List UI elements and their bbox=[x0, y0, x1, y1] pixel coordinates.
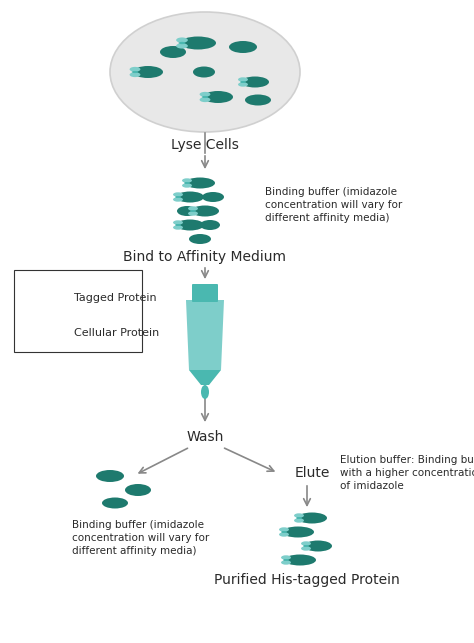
Ellipse shape bbox=[176, 37, 188, 42]
Ellipse shape bbox=[303, 545, 309, 547]
Ellipse shape bbox=[28, 291, 68, 305]
Ellipse shape bbox=[238, 82, 248, 87]
Ellipse shape bbox=[301, 547, 311, 550]
Ellipse shape bbox=[281, 560, 291, 565]
Ellipse shape bbox=[125, 484, 151, 496]
Ellipse shape bbox=[188, 206, 198, 211]
Ellipse shape bbox=[179, 42, 185, 44]
Ellipse shape bbox=[160, 46, 186, 58]
Ellipse shape bbox=[28, 326, 64, 340]
Text: Purified His-tagged Protein: Purified His-tagged Protein bbox=[214, 573, 400, 587]
Ellipse shape bbox=[173, 221, 183, 225]
Ellipse shape bbox=[133, 66, 163, 78]
Ellipse shape bbox=[188, 212, 198, 215]
Ellipse shape bbox=[129, 67, 140, 72]
Ellipse shape bbox=[238, 77, 248, 82]
Ellipse shape bbox=[184, 182, 190, 184]
Ellipse shape bbox=[110, 12, 300, 132]
Ellipse shape bbox=[294, 513, 304, 518]
Ellipse shape bbox=[176, 43, 188, 49]
Ellipse shape bbox=[193, 66, 215, 78]
Ellipse shape bbox=[240, 81, 246, 83]
Ellipse shape bbox=[132, 71, 138, 73]
Ellipse shape bbox=[201, 385, 209, 399]
Ellipse shape bbox=[180, 37, 216, 50]
Ellipse shape bbox=[176, 219, 204, 230]
Ellipse shape bbox=[202, 192, 224, 202]
FancyBboxPatch shape bbox=[14, 270, 142, 352]
Text: Binding buffer (imidazole
concentration will vary for
different affinity media): Binding buffer (imidazole concentration … bbox=[72, 520, 209, 556]
Text: Elute: Elute bbox=[295, 466, 330, 480]
Ellipse shape bbox=[200, 97, 210, 102]
Ellipse shape bbox=[176, 192, 204, 203]
Ellipse shape bbox=[182, 178, 192, 183]
Text: Elution buffer: Binding buffer
with a higher concentration
of imidazole: Elution buffer: Binding buffer with a hi… bbox=[340, 455, 474, 491]
Ellipse shape bbox=[26, 296, 34, 299]
FancyBboxPatch shape bbox=[192, 284, 218, 302]
Ellipse shape bbox=[229, 41, 257, 53]
Ellipse shape bbox=[177, 206, 197, 216]
Ellipse shape bbox=[284, 554, 316, 565]
Ellipse shape bbox=[24, 292, 36, 298]
Ellipse shape bbox=[294, 518, 304, 523]
Ellipse shape bbox=[281, 531, 287, 533]
Ellipse shape bbox=[190, 210, 196, 212]
Ellipse shape bbox=[175, 196, 181, 198]
Text: Bind to Affinity Medium: Bind to Affinity Medium bbox=[124, 250, 286, 264]
Ellipse shape bbox=[283, 559, 289, 561]
Text: Binding buffer (imidazole
concentration will vary for
different affinity media): Binding buffer (imidazole concentration … bbox=[265, 187, 402, 223]
Ellipse shape bbox=[185, 177, 215, 188]
Ellipse shape bbox=[200, 92, 210, 96]
Ellipse shape bbox=[102, 498, 128, 509]
Ellipse shape bbox=[175, 224, 181, 226]
Ellipse shape bbox=[189, 234, 211, 244]
Ellipse shape bbox=[200, 220, 220, 230]
Ellipse shape bbox=[173, 192, 183, 197]
Ellipse shape bbox=[173, 225, 183, 230]
Ellipse shape bbox=[203, 91, 233, 103]
Ellipse shape bbox=[129, 72, 140, 77]
Ellipse shape bbox=[301, 541, 311, 546]
Polygon shape bbox=[186, 300, 224, 370]
Text: Tagged Protein: Tagged Protein bbox=[74, 293, 156, 303]
Ellipse shape bbox=[173, 197, 183, 202]
Ellipse shape bbox=[191, 206, 219, 217]
Ellipse shape bbox=[245, 95, 271, 105]
Ellipse shape bbox=[24, 298, 36, 304]
Ellipse shape bbox=[281, 556, 291, 560]
Ellipse shape bbox=[202, 96, 208, 98]
Ellipse shape bbox=[279, 532, 289, 537]
Ellipse shape bbox=[296, 517, 302, 519]
Text: Cellular Protein: Cellular Protein bbox=[74, 328, 159, 338]
Text: Lyse Cells: Lyse Cells bbox=[171, 138, 239, 152]
Ellipse shape bbox=[182, 183, 192, 188]
Ellipse shape bbox=[282, 527, 314, 538]
Ellipse shape bbox=[279, 527, 289, 532]
Ellipse shape bbox=[96, 470, 124, 482]
Ellipse shape bbox=[304, 541, 332, 552]
Text: Wash: Wash bbox=[186, 430, 224, 444]
Polygon shape bbox=[189, 370, 221, 385]
Ellipse shape bbox=[241, 77, 269, 87]
Ellipse shape bbox=[297, 512, 327, 523]
